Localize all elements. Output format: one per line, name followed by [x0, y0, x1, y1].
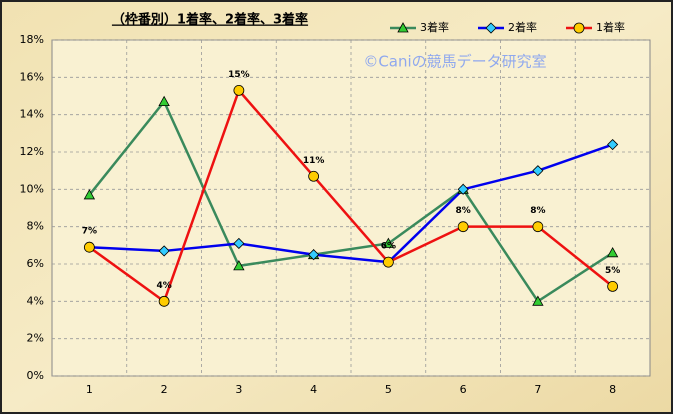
x-tick-label: 4 [310, 383, 317, 396]
legend-marker [485, 22, 497, 34]
data-label: 8% [455, 206, 470, 216]
y-tick-label: 4% [27, 294, 44, 307]
data-point [83, 189, 96, 200]
y-tick-label: 16% [20, 70, 44, 83]
legend-label: 2着率 [508, 20, 537, 34]
data-point [532, 165, 544, 177]
x-tick-label: 3 [235, 383, 242, 396]
data-label: 4% [156, 281, 171, 291]
data-point [233, 85, 245, 96]
x-tick-label: 7 [534, 383, 541, 396]
data-point [606, 246, 619, 258]
y-tick-label: 10% [20, 182, 44, 195]
x-tick-label: 1 [86, 383, 93, 396]
y-tick-label: 0% [27, 369, 44, 382]
data-point [382, 237, 395, 248]
data-point [308, 170, 320, 182]
data-point [158, 245, 170, 257]
data-label: 6% [381, 242, 396, 252]
data-point [607, 280, 619, 292]
data-point [158, 295, 170, 307]
data-point [457, 221, 469, 233]
y-tick-label: 6% [27, 257, 44, 270]
data-point [532, 295, 544, 306]
data-point [532, 221, 544, 233]
watermark: ©Caniの競馬データ研究室 [363, 53, 546, 71]
x-tick-label: 6 [460, 383, 467, 396]
data-point [308, 249, 320, 261]
x-tick-label: 2 [161, 383, 168, 396]
data-label: 11% [303, 156, 325, 166]
y-tick-label: 2% [27, 332, 44, 345]
data-point [457, 183, 469, 195]
data-point [83, 241, 95, 253]
y-tick-label: 8% [27, 220, 44, 233]
data-point [233, 260, 245, 271]
legend-label: 3着率 [420, 20, 449, 34]
x-tick-label: 8 [609, 383, 616, 396]
series-line [88, 99, 614, 304]
legend-marker [573, 22, 585, 34]
series-line [89, 143, 614, 264]
data-label: 15% [228, 70, 250, 80]
data-label: 7% [82, 227, 97, 237]
data-label: 8% [530, 206, 545, 216]
legend-marker [397, 22, 409, 33]
y-tick-label: 12% [20, 145, 44, 158]
chart-title: （枠番別）1着率、2着率、3着率 [112, 12, 308, 28]
data-point [382, 256, 394, 268]
y-tick-label: 18% [20, 33, 44, 46]
y-tick-label: 14% [20, 108, 44, 121]
data-label: 5% [605, 266, 620, 276]
x-tick-label: 5 [385, 383, 392, 396]
legend-label: 1着率 [596, 20, 625, 34]
data-point [607, 138, 619, 151]
data-point [233, 237, 245, 250]
data-point [158, 95, 170, 106]
series-line [88, 87, 614, 304]
